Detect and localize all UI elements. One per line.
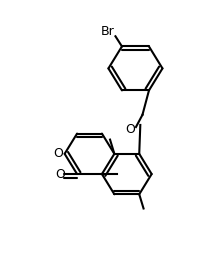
Text: O: O <box>53 147 63 160</box>
Text: O: O <box>55 168 65 181</box>
Text: Br: Br <box>101 25 115 38</box>
Text: O: O <box>126 122 136 135</box>
